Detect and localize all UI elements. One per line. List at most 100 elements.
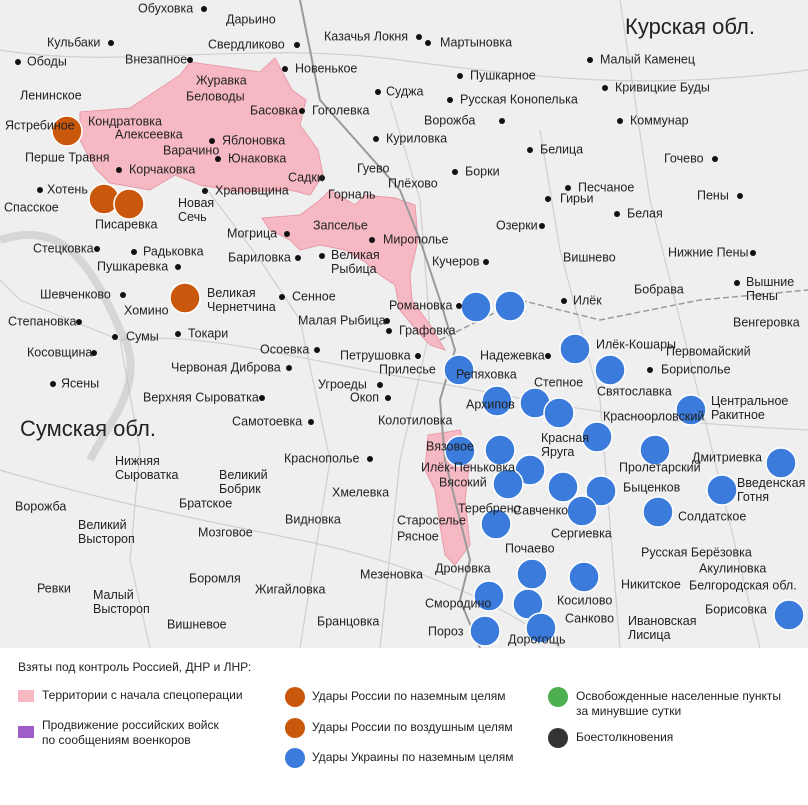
ukrainian-strike bbox=[494, 290, 526, 322]
place-dot bbox=[108, 40, 114, 46]
place-label: Краснополье bbox=[284, 451, 360, 465]
place-dot bbox=[209, 138, 215, 144]
place-dot bbox=[259, 395, 265, 401]
city-area bbox=[0, 231, 135, 462]
place-label: Солдатское bbox=[678, 509, 746, 523]
place-dot bbox=[425, 40, 431, 46]
place-label: Центральное Ракитное bbox=[711, 394, 792, 422]
place-label: Хотень bbox=[47, 182, 88, 196]
place-dot bbox=[457, 73, 463, 79]
place-label: Великая Чернетчина bbox=[207, 286, 276, 314]
place-label: Гуево bbox=[357, 161, 389, 175]
ukrainian-strike bbox=[492, 468, 524, 500]
place-label: Борисполье bbox=[661, 362, 731, 376]
region-border bbox=[439, 289, 808, 341]
place-label: Малый Выстороп bbox=[93, 588, 150, 616]
ukrainian-strike bbox=[473, 580, 505, 612]
place-label: Бобрава bbox=[634, 282, 684, 296]
place-dot bbox=[452, 169, 458, 175]
legend-icon bbox=[285, 718, 305, 738]
place-label: Сумы bbox=[126, 329, 159, 343]
place-label: Кучеров bbox=[432, 254, 480, 268]
russian-strike bbox=[113, 188, 145, 220]
ukrainian-strike bbox=[480, 508, 512, 540]
place-label: Дмитриевка bbox=[692, 450, 762, 464]
ukrainian-strike bbox=[460, 291, 492, 323]
place-label: Надежевка bbox=[480, 348, 545, 362]
place-label: Илёк-Кошары bbox=[596, 337, 676, 351]
place-dot bbox=[284, 231, 290, 237]
place-label: Корчаковка bbox=[129, 162, 195, 176]
place-label: Жигайловка bbox=[255, 582, 326, 596]
place-label: Мартыновка bbox=[440, 35, 512, 49]
place-dot bbox=[367, 456, 373, 462]
place-dot bbox=[416, 34, 422, 40]
place-label: Косилово bbox=[557, 593, 612, 607]
ukrainian-strike bbox=[547, 471, 579, 503]
place-label: Бариловка bbox=[228, 250, 291, 264]
ukrainian-strike bbox=[642, 496, 674, 528]
russian-strike bbox=[51, 115, 83, 147]
place-label: Пены bbox=[697, 188, 729, 202]
place-dot bbox=[647, 367, 653, 373]
place-dot bbox=[201, 6, 207, 12]
legend-icon bbox=[548, 728, 568, 748]
place-label: Нижние Пены bbox=[668, 245, 749, 259]
place-dot bbox=[617, 118, 623, 124]
place-label: Запселье bbox=[313, 218, 368, 232]
place-dot bbox=[483, 259, 489, 265]
controlled-territory bbox=[79, 57, 471, 566]
place-label: Смородино bbox=[425, 596, 491, 610]
place-dot bbox=[76, 319, 82, 325]
place-label: Ястребиное bbox=[5, 118, 75, 132]
place-label: Ворожба bbox=[424, 113, 475, 127]
place-label: Ободы bbox=[27, 54, 67, 68]
ukrainian-strike bbox=[706, 474, 738, 506]
ukrainian-strike bbox=[444, 435, 476, 467]
place-label: Яблоновка bbox=[222, 133, 285, 147]
place-label: Никитское bbox=[621, 577, 681, 591]
place-dot bbox=[587, 57, 593, 63]
place-label: Спасское bbox=[4, 200, 59, 214]
place-label: Дорогощь bbox=[508, 632, 566, 646]
place-label: Быценков bbox=[623, 480, 681, 494]
place-label: Червоная Диброва bbox=[171, 360, 281, 374]
place-label: Мезеновка bbox=[360, 567, 423, 581]
place-label: Сергиевка bbox=[551, 526, 612, 540]
ukrainian-strike bbox=[543, 397, 575, 429]
place-dot bbox=[175, 331, 181, 337]
ukrainian-strike bbox=[512, 588, 544, 620]
legend-swatch bbox=[18, 726, 34, 738]
place-dot bbox=[319, 175, 325, 181]
place-dot bbox=[131, 249, 137, 255]
place-dot bbox=[415, 353, 421, 359]
place-label: Первомайский bbox=[666, 344, 751, 358]
legend-swatch bbox=[18, 690, 34, 702]
place-label: Акулиновка bbox=[699, 561, 766, 575]
ukrainian-strike bbox=[566, 495, 598, 527]
place-label: Песчаное bbox=[578, 180, 634, 194]
place-dot bbox=[294, 42, 300, 48]
ukrainian-strike bbox=[516, 558, 548, 590]
place-label: Беловоды bbox=[186, 89, 245, 103]
legend-icon bbox=[285, 748, 305, 768]
place-dot bbox=[750, 250, 756, 256]
place-dot bbox=[187, 57, 193, 63]
place-label: Санково bbox=[565, 611, 614, 625]
place-dot bbox=[377, 382, 383, 388]
place-label: Могрица bbox=[227, 226, 277, 240]
place-label: Белая bbox=[627, 206, 663, 220]
state-border bbox=[299, 0, 481, 649]
place-label: Святославка bbox=[597, 384, 672, 398]
place-label: Вишневое bbox=[167, 617, 227, 631]
legend-background bbox=[0, 648, 808, 800]
place-label: Архипов bbox=[466, 397, 515, 411]
place-label: Великий Выстороп bbox=[78, 518, 135, 546]
place-label: Нижняя Сыроватка bbox=[115, 454, 179, 482]
place-label: Пролетарский bbox=[619, 460, 701, 474]
place-label: Белгородская обл. bbox=[689, 578, 797, 592]
place-dot bbox=[91, 350, 97, 356]
place-label: Казачья Локня bbox=[324, 29, 408, 43]
legend-label: Освобожденные населенные пункты за минув… bbox=[576, 689, 784, 718]
